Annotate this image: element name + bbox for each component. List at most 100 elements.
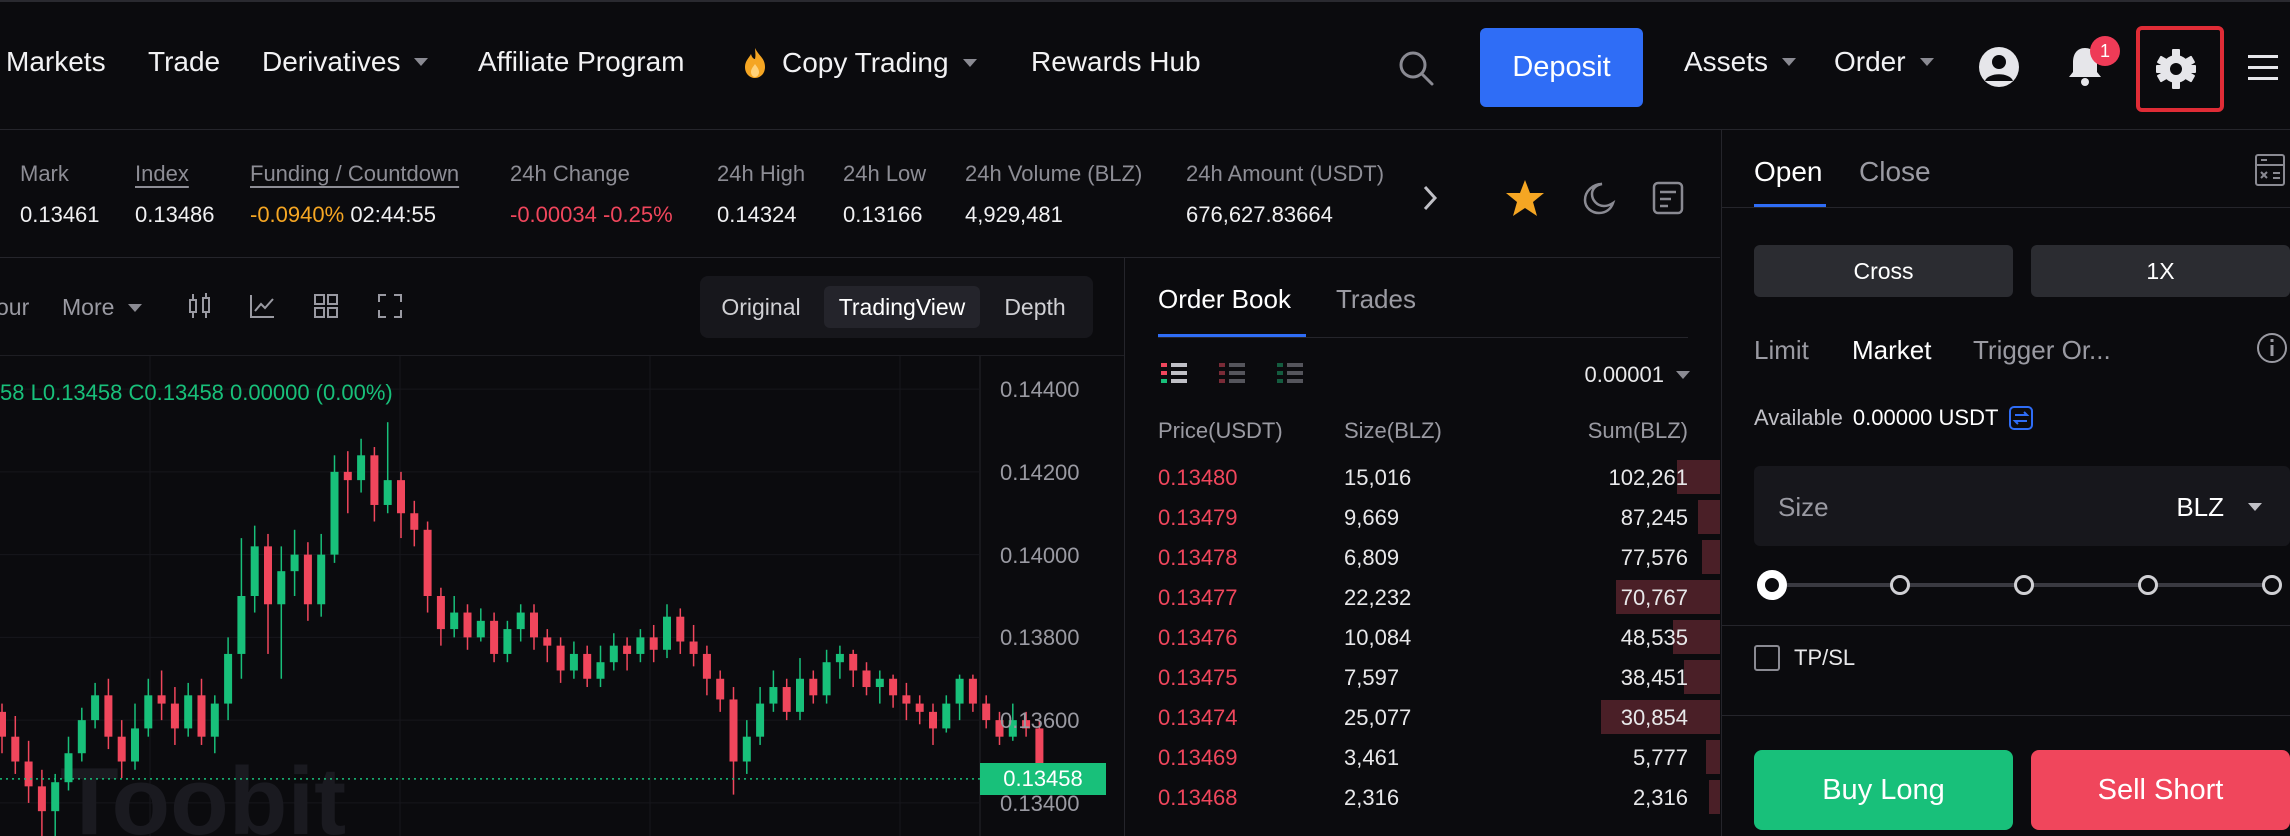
funding-label[interactable]: Funding / Countdown bbox=[250, 161, 460, 186]
candle-body bbox=[91, 695, 100, 721]
ob-ask-row[interactable]: 0.13477 22,232 70,767 bbox=[1126, 578, 1720, 618]
nav-order[interactable]: Order bbox=[1834, 46, 1934, 78]
nav-markets[interactable]: Markets bbox=[6, 46, 106, 78]
nav-trade[interactable]: Trade bbox=[148, 46, 220, 78]
nav-affiliate-program[interactable]: Affiliate Program bbox=[478, 46, 684, 78]
candle-body bbox=[197, 695, 206, 737]
ohlc-close: C0.13458 bbox=[128, 380, 224, 405]
chevron-right-icon[interactable] bbox=[1412, 180, 1448, 216]
ob-depth-bar bbox=[1709, 780, 1720, 814]
grid-layout-icon[interactable] bbox=[310, 290, 342, 322]
candle-body bbox=[210, 703, 219, 737]
book-asks-icon[interactable] bbox=[1216, 358, 1248, 390]
nav-order-label: Order bbox=[1834, 46, 1906, 77]
settings-highlight-box bbox=[2136, 26, 2224, 112]
ob-ask-row[interactable]: 0.13480 15,016 102,261 bbox=[1126, 458, 1720, 498]
candlestick-icon[interactable] bbox=[184, 290, 216, 322]
candle-body bbox=[636, 637, 645, 654]
candle-body bbox=[131, 728, 139, 762]
index-value: 0.13486 bbox=[135, 202, 215, 227]
amount-label: 24h Amount (USDT) bbox=[1186, 161, 1385, 186]
tp-divider bbox=[1722, 207, 2290, 208]
tpsl-checkbox[interactable] bbox=[1754, 645, 1780, 671]
tab-order-book[interactable]: Order Book bbox=[1158, 284, 1291, 314]
leverage-select[interactable]: 1X bbox=[2031, 245, 2290, 297]
ob-ask-row[interactable]: 0.13469 3,461 5,777 bbox=[1126, 738, 1720, 778]
tab-close[interactable]: Close bbox=[1859, 156, 1931, 187]
slider-step-25[interactable] bbox=[1890, 575, 1910, 595]
order-type-market[interactable]: Market bbox=[1852, 335, 1932, 365]
ob-ask-row[interactable]: 0.13479 9,669 87,245 bbox=[1126, 498, 1720, 538]
slider-step-75[interactable] bbox=[2138, 575, 2158, 595]
size-unit[interactable]: BLZ bbox=[2176, 492, 2224, 522]
tab-trades[interactable]: Trades bbox=[1336, 284, 1416, 314]
view-tradingview[interactable]: TradingView bbox=[824, 286, 980, 328]
ohlc-change: 0.00000 (0.00%) bbox=[230, 380, 393, 405]
transfer-icon[interactable] bbox=[2008, 405, 2034, 431]
order-type-trigger[interactable]: Trigger Or... bbox=[1973, 335, 2111, 365]
ob-depth-bar bbox=[1615, 580, 1720, 614]
book-bids-icon[interactable] bbox=[1274, 358, 1306, 390]
available-label: Available bbox=[1754, 405, 1843, 430]
ob-ask-row[interactable]: 0.13468 2,316 2,316 bbox=[1126, 778, 1720, 818]
buy-long-button[interactable]: Buy Long bbox=[1754, 750, 2013, 830]
candle-body bbox=[410, 513, 419, 530]
slider-step-100[interactable] bbox=[2262, 575, 2282, 595]
chevron-down-icon bbox=[1919, 58, 1934, 66]
fullscreen-icon[interactable] bbox=[374, 290, 406, 322]
nav-rewards-hub[interactable]: Rewards Hub bbox=[1031, 46, 1201, 78]
price-chart[interactable]: Toobit bbox=[0, 356, 1125, 836]
index-label[interactable]: Index bbox=[135, 161, 189, 186]
candle-body bbox=[184, 695, 193, 729]
candle-body bbox=[849, 653, 858, 671]
view-depth[interactable]: Depth bbox=[1004, 293, 1066, 320]
ob-size: 6,809 bbox=[1344, 545, 1400, 570]
more-dropdown[interactable]: More bbox=[62, 294, 143, 321]
sell-short-button[interactable]: Sell Short bbox=[2031, 750, 2290, 830]
line-chart-icon[interactable] bbox=[246, 290, 278, 322]
ob-ask-row[interactable]: 0.13478 6,809 77,576 bbox=[1126, 538, 1720, 578]
slider-step-50[interactable] bbox=[2014, 575, 2034, 595]
deposit-button[interactable]: Deposit bbox=[1480, 28, 1643, 107]
gear-icon[interactable] bbox=[2150, 44, 2202, 94]
precision-select[interactable]: 0.00001 bbox=[1584, 362, 1690, 388]
info-icon[interactable] bbox=[2254, 330, 2290, 366]
nav-derivatives[interactable]: Derivatives bbox=[262, 46, 429, 78]
candle-body bbox=[11, 736, 20, 762]
ob-ask-row[interactable]: 0.13474 25,077 30,854 bbox=[1126, 698, 1720, 738]
ob-divider bbox=[1158, 337, 1688, 338]
low-label: 24h Low bbox=[843, 161, 927, 186]
order-type-limit[interactable]: Limit bbox=[1754, 335, 1809, 365]
calculator-icon[interactable] bbox=[2250, 150, 2290, 190]
ob-ask-row[interactable]: 0.13476 10,084 48,535 bbox=[1126, 618, 1720, 658]
tab-open[interactable]: Open bbox=[1754, 156, 1823, 187]
nav-assets[interactable]: Assets bbox=[1684, 46, 1797, 78]
moon-icon[interactable] bbox=[1576, 176, 1620, 220]
search-icon[interactable] bbox=[1392, 46, 1440, 90]
available-value: 0.00000 USDT bbox=[1852, 405, 1999, 430]
ob-price: 0.13469 bbox=[1158, 745, 1238, 770]
candle-body bbox=[370, 455, 379, 505]
funding-rate: -0.0940% bbox=[250, 202, 345, 227]
user-avatar-icon[interactable] bbox=[1976, 44, 2022, 90]
notes-icon[interactable] bbox=[1646, 176, 1690, 220]
candle-body bbox=[303, 554, 312, 605]
book-both-icon[interactable] bbox=[1158, 358, 1190, 390]
size-input[interactable]: Size BLZ bbox=[1754, 466, 2290, 546]
nav-copy-trading[interactable]: Copy Trading bbox=[740, 46, 977, 80]
ob-ask-row[interactable]: 0.13475 7,597 38,451 bbox=[1126, 658, 1720, 698]
candle-body bbox=[782, 687, 791, 712]
slider-step-0[interactable] bbox=[1757, 570, 1787, 600]
star-icon[interactable] bbox=[1502, 176, 1548, 220]
candle-body bbox=[716, 678, 725, 700]
view-original[interactable]: Original bbox=[721, 293, 801, 320]
ob-sum: 30,854 bbox=[1620, 705, 1688, 730]
margin-mode-select[interactable]: Cross bbox=[1754, 245, 2013, 297]
candle-body bbox=[144, 695, 153, 729]
top-navigation: Markets Trade Derivatives Affiliate Prog… bbox=[0, 0, 2290, 130]
candle-body bbox=[317, 554, 326, 605]
chevron-down-icon[interactable] bbox=[2248, 503, 2262, 511]
tpsl-toggle[interactable]: TP/SL bbox=[1754, 645, 1855, 671]
interval-label[interactable]: our bbox=[0, 294, 30, 320]
menu-icon[interactable] bbox=[2243, 48, 2283, 88]
